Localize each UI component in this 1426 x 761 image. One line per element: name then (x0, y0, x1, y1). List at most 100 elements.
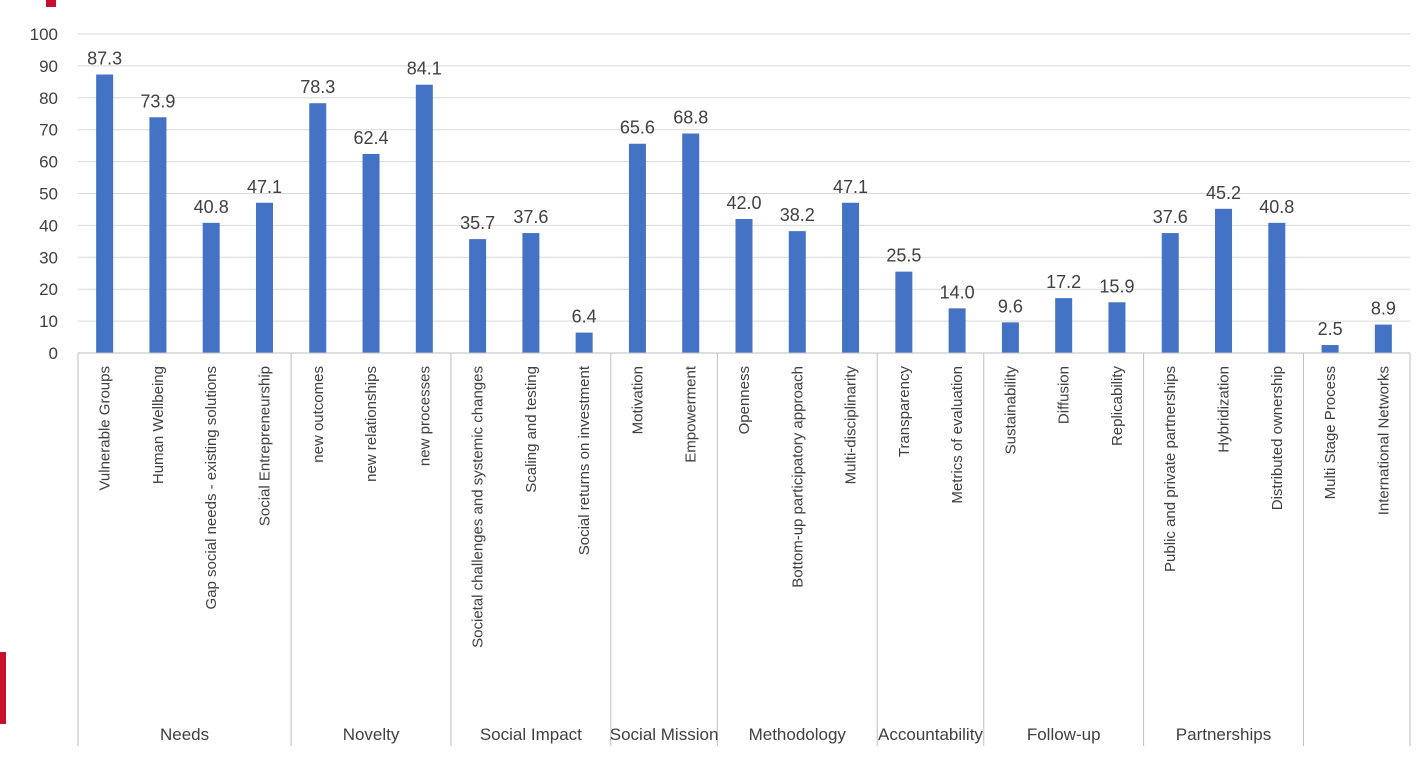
data-label: 40.8 (1259, 197, 1294, 217)
bar (895, 271, 913, 353)
category-label: Replicability (1109, 366, 1126, 447)
bar (362, 153, 380, 353)
category-label: Bottom-up participatory approach (789, 366, 806, 588)
bar (1161, 233, 1179, 353)
y-tick-label: 20 (39, 280, 58, 299)
bar (1374, 324, 1392, 353)
axes (77, 352, 1411, 746)
category-label: Metrics of evaluation (949, 366, 966, 504)
data-label: 47.1 (833, 177, 868, 197)
category-label: Hybridization (1216, 366, 1233, 453)
category-label: Human Wellbeing (150, 366, 167, 484)
category-label: Distributed ownership (1269, 366, 1286, 510)
bar (255, 202, 273, 353)
data-label: 2.5 (1318, 319, 1343, 339)
data-label: 14.0 (940, 282, 975, 302)
data-labels: 87.3 73.9 40.8 47.1 78.3 62.4 84.1 35.7 37.6 6.4 6… (87, 49, 1396, 340)
y-tick-label: 0 (49, 344, 58, 363)
data-label: 84.1 (407, 59, 442, 79)
bar (842, 202, 860, 353)
bar (735, 219, 753, 353)
data-label: 68.8 (673, 108, 708, 128)
category-label: new relationships (363, 366, 380, 482)
data-label: 42.0 (726, 193, 761, 213)
data-label: 35.7 (460, 213, 495, 233)
bar (309, 103, 327, 354)
bar (522, 233, 540, 353)
group-label: Partnerships (1176, 725, 1271, 744)
bar (202, 222, 220, 353)
data-label: 37.6 (513, 207, 548, 227)
group-label: Social Mission (610, 725, 719, 744)
data-label: 73.9 (140, 91, 175, 111)
bars (96, 74, 1392, 354)
data-label: 9.6 (998, 296, 1023, 316)
data-label: 6.4 (572, 307, 597, 327)
y-tick-label: 70 (39, 121, 58, 140)
group-labels: Needs Novelty Social Impact Social Mission M… (160, 725, 1271, 744)
category-label: Empowerment (683, 365, 700, 463)
category-label: Social returns on investment (576, 365, 593, 555)
bar (1108, 302, 1126, 353)
group-label: Accountability (878, 725, 983, 744)
y-tick-label: 40 (39, 216, 58, 235)
y-tick-label: 90 (39, 57, 58, 76)
category-label: new processes (416, 366, 433, 466)
y-tick-label: 100 (30, 25, 58, 44)
data-label: 87.3 (87, 49, 122, 69)
data-label: 40.8 (194, 197, 229, 217)
category-label: Motivation (629, 366, 646, 434)
gridlines (78, 33, 1410, 322)
category-label: Openness (736, 366, 753, 434)
data-label: 15.9 (1099, 276, 1134, 296)
y-tick-label: 80 (39, 89, 58, 108)
y-tick-labels: 0 10 20 30 40 50 60 70 80 90 100 (30, 25, 58, 363)
bar (682, 133, 700, 353)
category-label: Diffusion (1056, 366, 1073, 424)
group-label: Methodology (749, 725, 847, 744)
bar (1055, 298, 1073, 353)
bar (1268, 222, 1286, 353)
data-label: 8.9 (1371, 299, 1396, 319)
y-tick-label: 10 (39, 312, 58, 331)
data-label: 78.3 (300, 77, 335, 97)
data-label: 65.6 (620, 118, 655, 138)
category-label: Transparency (896, 366, 913, 458)
category-label: Multi Stage Process (1322, 366, 1339, 499)
group-label: Novelty (343, 725, 400, 744)
category-label: Public and private partnerships (1162, 366, 1179, 572)
bar (149, 117, 167, 353)
category-label: International Networks (1375, 366, 1392, 515)
category-label: Gap social needs - existing solutions (203, 366, 220, 609)
data-label: 25.5 (886, 246, 921, 266)
bar (948, 308, 966, 353)
bar (1215, 208, 1233, 353)
y-tick-label: 50 (39, 185, 58, 204)
data-label: 47.1 (247, 177, 282, 197)
category-labels: Vulnerable Groups Human Wellbeing Gap soci… (97, 365, 1393, 648)
bar (1321, 345, 1339, 353)
accent-bar-left (0, 652, 6, 724)
category-label: Sustainability (1002, 366, 1019, 455)
category-label: Societal challenges and systemic changes (470, 366, 487, 648)
bar (788, 231, 806, 353)
data-label: 37.6 (1153, 207, 1188, 227)
data-label: 38.2 (780, 205, 815, 225)
bar (1001, 322, 1019, 353)
data-label: 62.4 (354, 128, 389, 148)
category-label: Scaling and testing (523, 366, 540, 493)
y-tick-label: 30 (39, 248, 58, 267)
data-label: 45.2 (1206, 183, 1241, 203)
y-tick-label: 60 (39, 153, 58, 172)
group-label: Needs (160, 725, 209, 744)
group-label: Social Impact (480, 725, 582, 744)
bar (628, 143, 646, 353)
category-label: Social Entrepreneurship (256, 366, 273, 526)
bar (469, 239, 487, 353)
bar (415, 84, 433, 353)
bar (96, 74, 114, 353)
data-label: 17.2 (1046, 272, 1081, 292)
category-label: Multi-disciplinarity (843, 366, 860, 485)
